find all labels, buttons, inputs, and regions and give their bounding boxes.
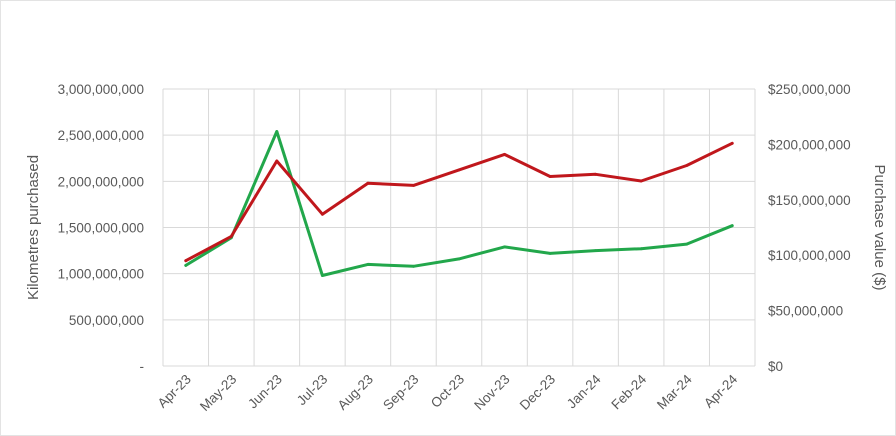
- data-point: [184, 259, 188, 263]
- left-tick-label: 1,500,000,000: [58, 221, 144, 236]
- data-point: [685, 164, 689, 167]
- right-tick-label: $200,000,000: [768, 137, 851, 152]
- data-point: [366, 263, 370, 266]
- data-point: [594, 249, 597, 253]
- left-tick-label: 3,000,000,000: [58, 82, 144, 97]
- data-point: [503, 153, 506, 156]
- data-point: [594, 172, 597, 176]
- right-tick-label: $0: [768, 359, 783, 374]
- data-point: [366, 181, 370, 185]
- series-lines: [184, 130, 734, 277]
- data-point: [229, 235, 233, 238]
- data-point: [321, 212, 324, 216]
- data-point: [730, 141, 734, 145]
- data-point: [457, 168, 461, 172]
- data-point: [457, 257, 461, 261]
- left-axis-title: Kilometres purchased: [25, 155, 42, 300]
- data-point: [548, 175, 552, 178]
- left-tick-label: 2,000,000,000: [58, 174, 144, 189]
- data-point: [730, 224, 734, 228]
- right-axis-ticks: $0 $50,000,000 $100,000,000 $150,000,000 $20…: [768, 82, 851, 374]
- data-point: [639, 179, 643, 183]
- left-tick-label: 1,000,000,000: [58, 267, 144, 282]
- gridlines: [162, 88, 756, 367]
- right-axis-title: Purchase value ($): [871, 165, 888, 291]
- data-point: [548, 252, 552, 255]
- data-point: [321, 274, 324, 277]
- left-tick-label: 500,000,000: [69, 313, 144, 328]
- data-point: [412, 264, 415, 268]
- data-point: [275, 159, 279, 163]
- data-point: [685, 242, 689, 246]
- right-tick-label: $250,000,000: [768, 82, 851, 97]
- right-tick-label: $50,000,000: [768, 304, 843, 319]
- right-tick-label: $100,000,000: [768, 248, 851, 263]
- data-point: [275, 130, 279, 133]
- data-point: [184, 264, 188, 267]
- left-tick-label: 2,500,000,000: [58, 128, 144, 143]
- data-point: [639, 247, 643, 251]
- data-point: [412, 184, 415, 187]
- left-axis-ticks: - 500,000,000 1,000,000,000 1,500,000,000 2,…: [58, 82, 144, 374]
- right-tick-label: $150,000,000: [768, 193, 851, 208]
- left-tick-label: -: [140, 359, 145, 374]
- data-point: [503, 245, 506, 249]
